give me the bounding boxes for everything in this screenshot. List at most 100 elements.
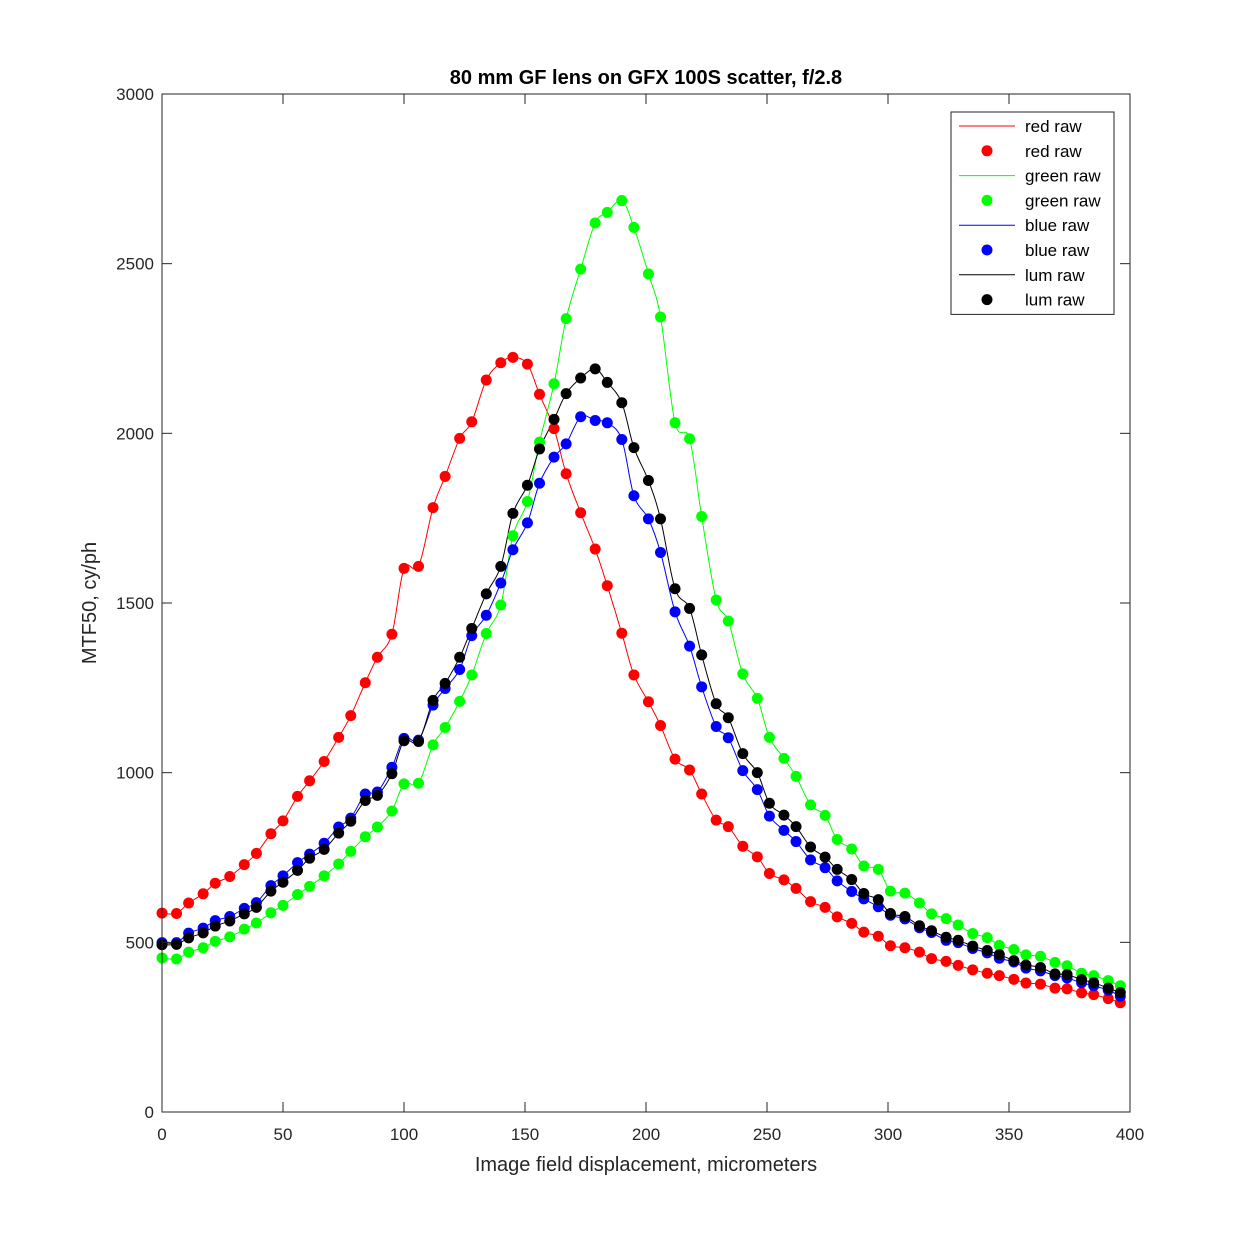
data-point (480, 374, 492, 386)
data-point (751, 784, 763, 796)
data-point (333, 827, 345, 839)
data-point (560, 313, 572, 325)
data-point (359, 794, 371, 806)
data-point (277, 815, 289, 827)
data-point (655, 546, 667, 558)
data-point (684, 640, 696, 652)
data-point (224, 931, 236, 943)
data-point (819, 809, 831, 821)
data-point (669, 583, 681, 595)
data-point (318, 870, 330, 882)
data-point (398, 778, 410, 790)
data-point (183, 932, 195, 944)
data-point (710, 594, 722, 606)
data-point (846, 843, 858, 855)
data-point (224, 871, 236, 882)
data-point (616, 433, 628, 445)
x-axis-label: Image field displacement, micrometers (475, 1154, 817, 1176)
data-point (751, 767, 763, 779)
data-point (884, 940, 896, 952)
data-point (601, 206, 613, 218)
data-point (601, 376, 613, 388)
data-point (616, 397, 628, 409)
data-point (993, 970, 1005, 982)
data-point (1088, 989, 1100, 1001)
data-point (846, 885, 858, 897)
data-point (628, 669, 640, 681)
data-point (345, 710, 357, 722)
data-point (696, 788, 708, 800)
data-point (926, 908, 938, 920)
data-point (601, 417, 613, 429)
data-point (805, 799, 817, 811)
data-point (371, 789, 383, 801)
data-point (655, 513, 667, 525)
data-point (722, 615, 734, 627)
data-point (696, 649, 708, 661)
chart-title: 80 mm GF lens on GFX 100S scatter, f/2.8 (450, 67, 842, 89)
data-point (197, 888, 209, 900)
data-point (495, 577, 507, 589)
x-tick-label: 400 (1116, 1125, 1144, 1144)
legend-entry-label: blue raw (1025, 241, 1090, 260)
data-point (1061, 983, 1073, 995)
data-point (628, 490, 640, 502)
data-point (1034, 950, 1046, 962)
data-point (521, 358, 533, 370)
data-point (454, 651, 466, 663)
data-point (250, 901, 262, 913)
data-point (1061, 969, 1073, 981)
data-point (669, 417, 681, 429)
data-point (722, 821, 734, 833)
data-point (884, 885, 896, 897)
data-point (858, 860, 870, 872)
data-point (926, 953, 938, 965)
x-tick-label: 300 (874, 1125, 902, 1144)
legend-marker-swatch (981, 145, 993, 157)
data-point (589, 363, 601, 375)
data-point (333, 731, 345, 743)
data-point (292, 790, 304, 802)
data-point (534, 443, 546, 455)
data-point (277, 876, 289, 888)
data-point (1076, 987, 1088, 999)
data-point (521, 517, 533, 529)
data-point (398, 562, 410, 574)
data-point (345, 845, 357, 857)
data-point (642, 268, 654, 280)
data-point (1008, 943, 1020, 955)
y-tick-label: 3000 (116, 85, 154, 104)
data-point (981, 967, 993, 979)
data-point (1020, 977, 1032, 989)
data-point (439, 470, 451, 482)
data-point (575, 411, 587, 423)
data-point (507, 530, 519, 542)
data-point (899, 911, 911, 923)
data-point (778, 809, 790, 821)
data-point (209, 935, 221, 947)
y-tick-label: 500 (126, 933, 154, 952)
data-point (171, 938, 183, 950)
data-point (819, 851, 831, 863)
data-point (427, 739, 439, 751)
y-tick-label: 0 (145, 1103, 154, 1122)
data-point (575, 372, 587, 384)
data-point (183, 946, 195, 958)
data-point (763, 731, 775, 743)
legend: red raw red raw green raw green raw blue raw… (950, 111, 1115, 315)
data-point (345, 815, 357, 827)
data-point (737, 748, 749, 760)
data-point (466, 622, 478, 634)
data-point (778, 874, 790, 886)
data-point (371, 821, 383, 833)
data-point (872, 930, 884, 942)
data-point (277, 899, 289, 911)
data-point (805, 841, 817, 853)
data-point (737, 765, 749, 777)
data-point (589, 543, 601, 555)
data-point (684, 764, 696, 776)
data-point (967, 940, 979, 952)
data-point (560, 438, 572, 450)
data-point (778, 752, 790, 764)
data-point (466, 416, 478, 428)
